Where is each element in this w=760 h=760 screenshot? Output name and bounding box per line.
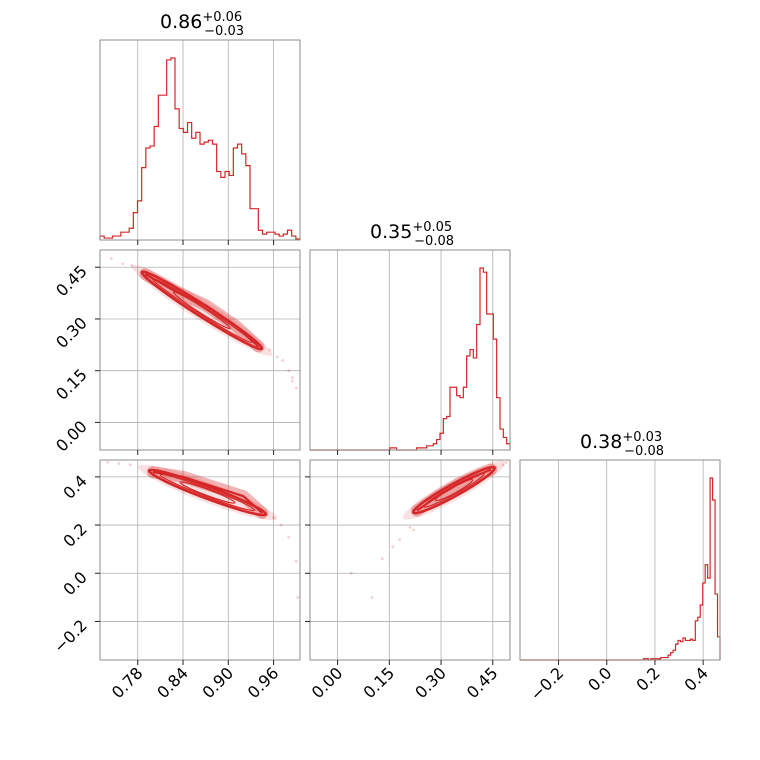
panel-frame: [519, 459, 721, 661]
y-tick-label: 0.00: [52, 417, 91, 456]
param-title-2: 0.38+0.03 −0.08: [580, 430, 664, 459]
y-tick-label: 0.15: [52, 365, 91, 404]
hist-step-1: [310, 267, 511, 451]
plus-error: +0.06: [202, 10, 242, 25]
x-tick-label: −0.2: [526, 663, 567, 704]
panel-frame: [99, 249, 301, 451]
sample-point: [291, 376, 294, 379]
sample-point: [109, 257, 113, 261]
minus-error: −0.03: [204, 24, 244, 39]
x-tick-label: 0.78: [108, 663, 147, 702]
sample-point: [268, 348, 272, 352]
contour-level-1: [159, 473, 256, 512]
hist-panel-2: [519, 459, 721, 661]
y-tick-label: 0.45: [52, 262, 91, 301]
x-tick-label: 0.90: [199, 663, 238, 702]
contour-level-0: [147, 468, 268, 517]
panel-frame: [309, 249, 511, 451]
plus-error: +0.03: [622, 430, 662, 445]
panel-frame: [99, 39, 301, 241]
sample-point: [121, 262, 125, 266]
x-tick-label: 0.30: [411, 663, 450, 702]
sample-point: [294, 386, 298, 390]
x-tick-label: 0.4: [681, 663, 712, 694]
sample-point: [279, 523, 283, 527]
plus-error: +0.05: [412, 220, 452, 235]
sample-point: [281, 358, 285, 362]
pair-panel-0-1: [95, 249, 301, 455]
sample-point: [398, 538, 402, 541]
x-tick-label: 0.96: [244, 663, 283, 702]
y-tick-label: −0.2: [50, 616, 91, 657]
panel-frame: [99, 459, 301, 661]
pair-panel-1-2: [305, 459, 511, 665]
x-tick-label: 0.15: [360, 663, 399, 702]
median-value: 0.38: [580, 431, 622, 453]
x-tick-label: 0.45: [463, 663, 502, 702]
sample-point: [287, 535, 291, 539]
sample-point: [291, 379, 294, 383]
hist-panel-1: [309, 249, 511, 455]
sample-point: [275, 355, 279, 359]
contour-ridge: [416, 468, 492, 512]
sample-point: [128, 463, 132, 467]
sample-point: [130, 264, 134, 267]
contour-level-2: [172, 291, 231, 330]
sample-point: [408, 526, 412, 529]
minus-error: −0.08: [414, 234, 454, 249]
sample-point: [272, 516, 275, 520]
contour-ridge: [144, 273, 260, 348]
density-band: [410, 463, 498, 517]
param-title-0: 0.86+0.06 −0.03: [160, 10, 244, 39]
y-tick-label: 0.4: [59, 471, 90, 502]
hist-panel-0: [99, 39, 301, 245]
median-value: 0.35: [370, 221, 412, 243]
sample-point: [349, 571, 353, 575]
x-tick-label: 0.00: [308, 663, 347, 702]
y-tick-label: 0.30: [52, 313, 91, 352]
contour-level-0: [411, 465, 496, 515]
panel-frame: [309, 459, 511, 661]
sample-point: [501, 463, 505, 467]
pair-panel-0-2: [95, 459, 301, 665]
density-cloud: [137, 464, 278, 521]
contour-level-2: [179, 481, 236, 504]
sample-point: [287, 369, 291, 373]
sample-point: [117, 462, 121, 466]
y-tick-label: 0.2: [59, 519, 90, 550]
sample-point: [505, 461, 508, 464]
sample-point: [106, 461, 109, 464]
param-title-1: 0.35+0.05 −0.08: [370, 220, 454, 249]
sample-point: [370, 595, 374, 599]
hist-step-2: [520, 477, 721, 661]
median-value: 0.86: [160, 11, 202, 33]
x-tick-label: 0.2: [632, 663, 663, 694]
contour-ridge: [152, 470, 263, 514]
x-tick-label: 0.84: [153, 663, 192, 702]
sample-point: [381, 557, 384, 561]
sample-point: [296, 595, 300, 599]
x-tick-label: 0.0: [584, 663, 615, 694]
y-tick-label: 0.0: [59, 568, 90, 599]
sample-point: [391, 545, 395, 549]
sample-point: [412, 528, 415, 532]
hist-step-0: [99, 57, 301, 240]
minus-error: −0.08: [624, 444, 664, 459]
sample-point: [294, 559, 298, 563]
